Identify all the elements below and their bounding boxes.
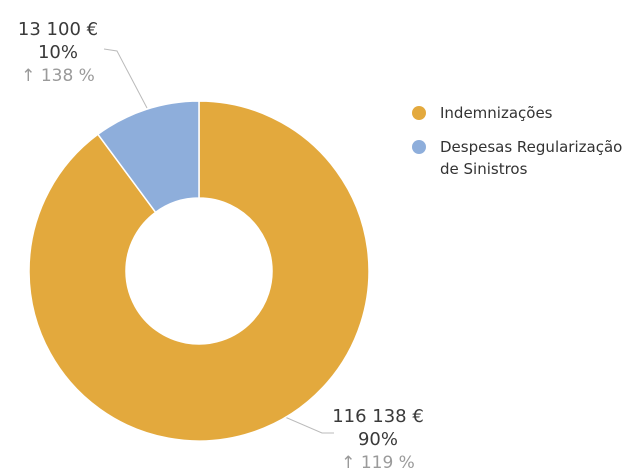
percent-label: 10% [38, 42, 78, 63]
legend-label: Indemnizações [440, 104, 553, 122]
legend-swatch [412, 140, 426, 154]
legend-label: Despesas Regularização de Sinistros [440, 138, 623, 178]
value-label: 13 100 € [18, 19, 98, 40]
donut-slice [28, 100, 370, 442]
percent-label: 90% [358, 429, 398, 450]
donut-slice [96, 100, 200, 214]
change-label: ↑ 138 % [21, 66, 95, 86]
legend-swatch [412, 106, 426, 120]
value-label: 116 138 € [332, 406, 424, 427]
leader-line [103, 48, 148, 109]
change-label: ↑ 119 % [341, 453, 415, 473]
